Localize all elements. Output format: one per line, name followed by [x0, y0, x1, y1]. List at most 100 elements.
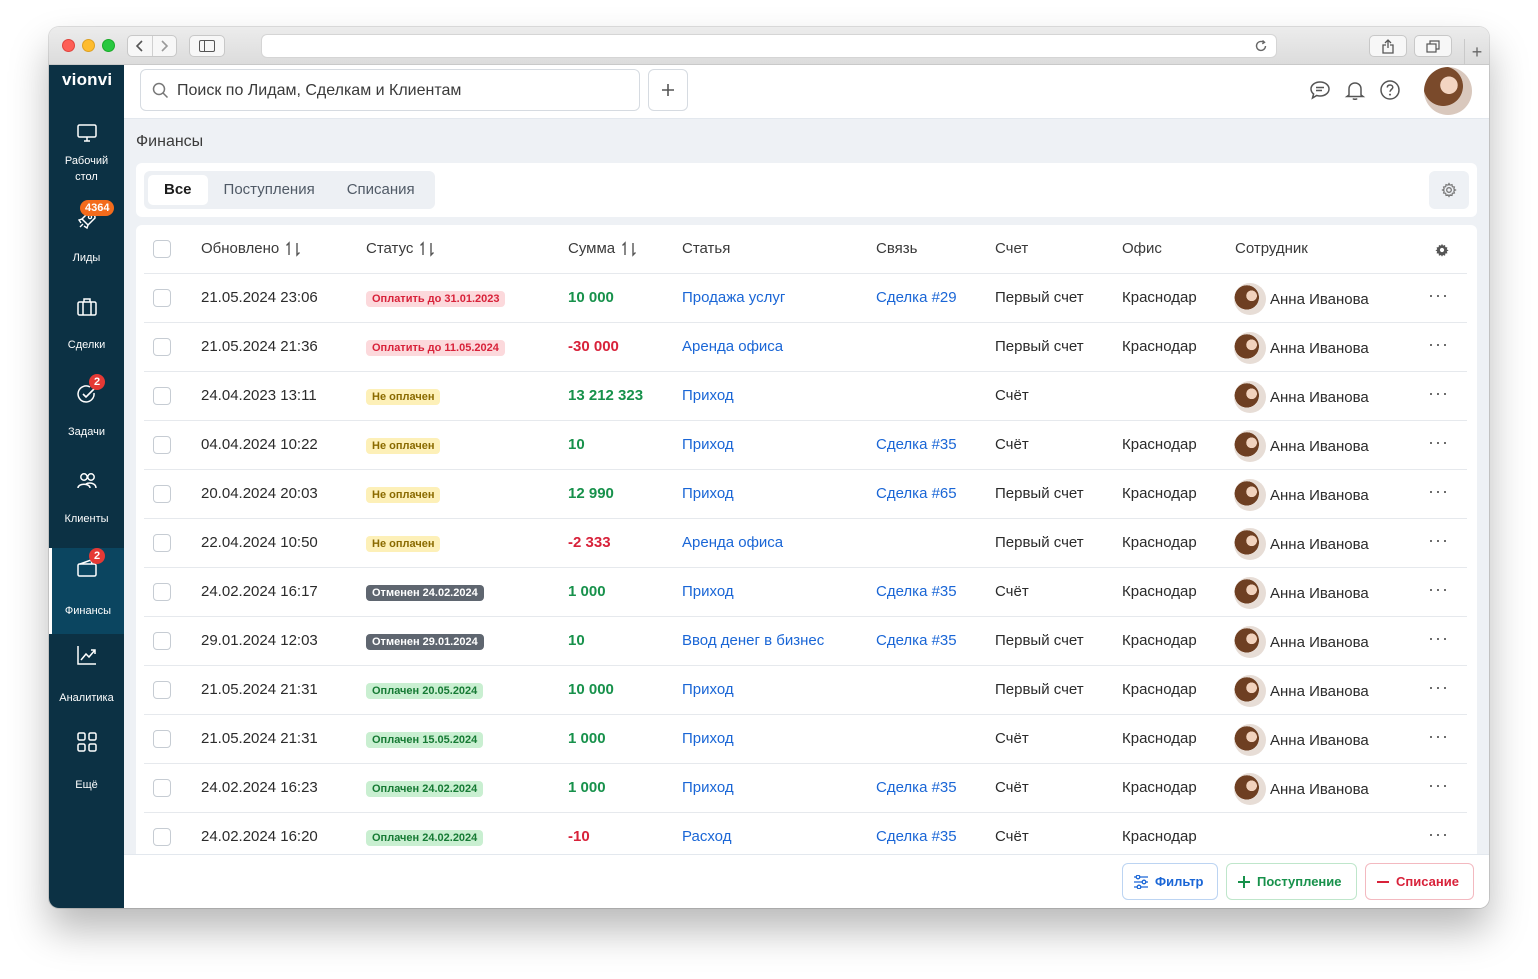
table-row[interactable]: 24.02.2024 16:17 Отменен 24.02.2024 1 000 П…: [144, 568, 1467, 617]
row-more-icon[interactable]: ···: [1428, 824, 1449, 844]
app-logo[interactable]: vionvi: [62, 70, 113, 89]
row-checkbox[interactable]: [153, 779, 171, 797]
cell-employee[interactable]: Анна Иванова: [1234, 577, 1369, 609]
column-updated[interactable]: Обновлено: [201, 240, 301, 257]
column-settings-icon[interactable]: [1435, 243, 1449, 257]
column-amount[interactable]: Сумма: [568, 240, 637, 257]
row-more-icon[interactable]: ···: [1428, 579, 1449, 599]
cell-deal-link[interactable]: Сделка #29: [876, 289, 957, 306]
address-bar[interactable]: [261, 34, 1277, 58]
row-more-icon[interactable]: ···: [1428, 432, 1449, 452]
forward-button[interactable]: [151, 36, 176, 56]
cell-deal-link[interactable]: Сделка #35: [876, 779, 957, 796]
cell-article-link[interactable]: Ввод денег в бизнес: [682, 632, 825, 649]
row-more-icon[interactable]: ···: [1428, 775, 1449, 795]
quick-add-button[interactable]: [648, 69, 688, 111]
cell-article-link[interactable]: Приход: [682, 730, 734, 747]
cell-deal-link[interactable]: Сделка #65: [876, 485, 957, 502]
cell-employee[interactable]: Анна Иванова: [1234, 332, 1369, 364]
search-input[interactable]: Поиск по Лидам, Сделкам и Клиентам: [140, 69, 640, 111]
table-row[interactable]: 20.04.2024 20:03 Не оплачен 12 990 Приход Сд…: [144, 470, 1467, 519]
cell-article-link[interactable]: Аренда офиса: [682, 534, 784, 551]
add-income-button[interactable]: Поступление: [1226, 863, 1357, 900]
cell-employee[interactable]: Анна Иванова: [1234, 479, 1369, 511]
cell-article-link[interactable]: Аренда офиса: [682, 338, 784, 355]
user-avatar[interactable]: [1424, 67, 1472, 115]
cell-employee[interactable]: Анна Иванова: [1234, 430, 1369, 462]
row-more-icon[interactable]: ···: [1428, 481, 1449, 501]
cell-deal-link[interactable]: Сделка #35: [876, 583, 957, 600]
add-expense-button[interactable]: Списание: [1365, 863, 1474, 900]
cell-deal-link[interactable]: Сделка #35: [876, 828, 957, 845]
row-checkbox[interactable]: [153, 436, 171, 454]
reload-icon[interactable]: [1254, 39, 1268, 53]
filter-button[interactable]: Фильтр: [1122, 863, 1218, 900]
cell-employee[interactable]: Анна Иванова: [1234, 528, 1369, 560]
cell-article-link[interactable]: Продажа услуг: [682, 289, 786, 306]
table-row[interactable]: 21.05.2024 21:36 Оплатить до 11.05.2024 -3…: [144, 323, 1467, 372]
zoom-window-button[interactable]: [102, 39, 115, 52]
row-more-icon[interactable]: ···: [1428, 628, 1449, 648]
row-checkbox[interactable]: [153, 828, 171, 846]
table-row[interactable]: 24.02.2024 16:23 Оплачен 24.02.2024 1 000 П…: [144, 764, 1467, 813]
sidebar-item-deals[interactable]: Сделки: [49, 287, 124, 373]
sidebar-item-tasks[interactable]: 2 Задачи: [49, 374, 124, 460]
tab-expenses[interactable]: Списания: [346, 181, 415, 198]
cell-employee[interactable]: Анна Иванова: [1234, 626, 1369, 658]
cell-employee[interactable]: Анна Иванова: [1234, 381, 1369, 413]
sidebar-item-more[interactable]: Ещё: [49, 722, 124, 808]
sidebar-item-clients[interactable]: Клиенты: [49, 461, 124, 547]
table-row[interactable]: 21.05.2024 21:31 Оплачен 15.05.2024 1 000 П…: [144, 715, 1467, 764]
cell-employee[interactable]: Анна Иванова: [1234, 283, 1369, 315]
row-checkbox[interactable]: [153, 534, 171, 552]
chat-icon[interactable]: [1309, 79, 1331, 101]
row-checkbox[interactable]: [153, 338, 171, 356]
view-settings-button[interactable]: [1429, 171, 1469, 209]
row-checkbox[interactable]: [153, 387, 171, 405]
sidebar-item-analytics[interactable]: Аналитика: [49, 635, 124, 721]
cell-article-link[interactable]: Приход: [682, 779, 734, 796]
minimize-window-button[interactable]: [82, 39, 95, 52]
cell-article-link[interactable]: Приход: [682, 387, 734, 404]
tabs-overview-button[interactable]: [1414, 35, 1452, 57]
cell-employee[interactable]: Анна Иванова: [1234, 773, 1369, 805]
sidebar-item-finance[interactable]: 2 Финансы: [49, 548, 124, 634]
table-row[interactable]: 21.05.2024 23:06 Оплатить до 31.01.2023 10…: [144, 274, 1467, 323]
row-checkbox[interactable]: [153, 485, 171, 503]
new-tab-button[interactable]: +: [1464, 39, 1489, 65]
tab-income[interactable]: Поступления: [223, 181, 315, 198]
tab-all[interactable]: Все: [148, 175, 208, 205]
table-row[interactable]: 29.01.2024 12:03 Отменен 29.01.2024 10 Ввод…: [144, 617, 1467, 666]
back-button[interactable]: [128, 36, 152, 56]
row-checkbox[interactable]: [153, 681, 171, 699]
share-button[interactable]: [1369, 35, 1407, 57]
close-window-button[interactable]: [62, 39, 75, 52]
row-checkbox[interactable]: [153, 583, 171, 601]
sidebar-item-leads[interactable]: 4364 Лиды: [49, 200, 124, 286]
row-more-icon[interactable]: ···: [1428, 285, 1449, 305]
row-more-icon[interactable]: ···: [1428, 334, 1449, 354]
help-icon[interactable]: [1379, 79, 1401, 101]
cell-article-link[interactable]: Приход: [682, 583, 734, 600]
cell-article-link[interactable]: Приход: [682, 681, 734, 698]
column-status[interactable]: Статус: [366, 240, 435, 257]
cell-deal-link[interactable]: Сделка #35: [876, 632, 957, 649]
cell-employee[interactable]: Анна Иванова: [1234, 675, 1369, 707]
table-row[interactable]: 04.04.2024 10:22 Не оплачен 10 Приход Сделка…: [144, 421, 1467, 470]
cell-deal-link[interactable]: Сделка #35: [876, 436, 957, 453]
row-more-icon[interactable]: ···: [1428, 677, 1449, 697]
table-row[interactable]: 21.05.2024 21:31 Оплачен 20.05.2024 10 000…: [144, 666, 1467, 715]
sidebar-item-desktop[interactable]: Рабочий стол: [49, 113, 124, 199]
cell-article-link[interactable]: Расход: [682, 828, 732, 845]
row-checkbox[interactable]: [153, 730, 171, 748]
row-more-icon[interactable]: ···: [1428, 530, 1449, 550]
bell-icon[interactable]: [1344, 79, 1366, 101]
sidebar-toggle-button[interactable]: [189, 35, 225, 57]
select-all-checkbox[interactable]: [153, 240, 171, 258]
row-checkbox[interactable]: [153, 289, 171, 307]
row-checkbox[interactable]: [153, 632, 171, 650]
cell-article-link[interactable]: Приход: [682, 485, 734, 502]
table-row[interactable]: 22.04.2024 10:50 Не оплачен -2 333 Аренда о…: [144, 519, 1467, 568]
row-more-icon[interactable]: ···: [1428, 383, 1449, 403]
row-more-icon[interactable]: ···: [1428, 726, 1449, 746]
